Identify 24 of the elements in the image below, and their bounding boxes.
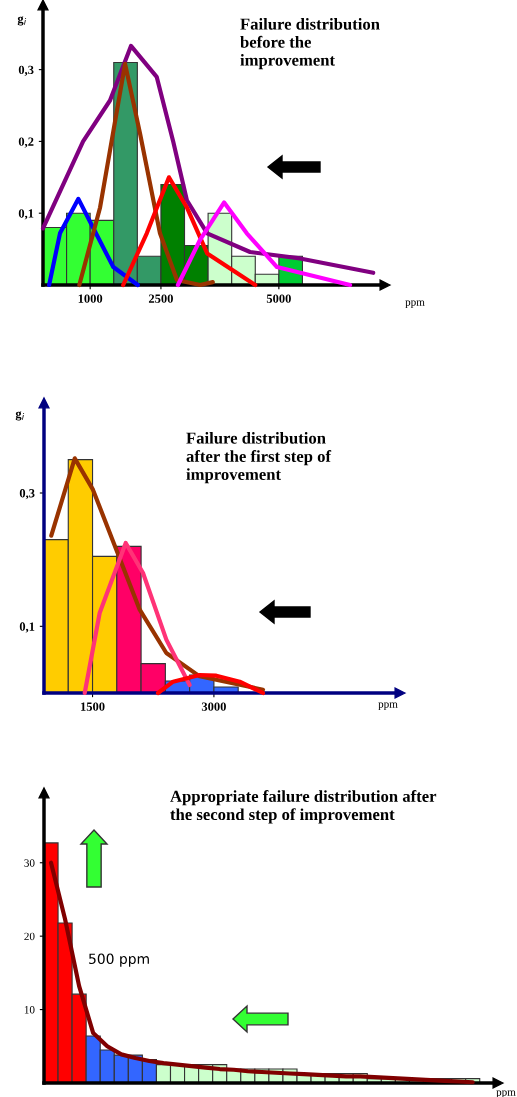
y-axis-title: g$_{i}$ — [17, 16, 27, 26]
x-tick-label: 1000 — [78, 294, 103, 303]
y-tick-label: 0,3 — [19, 489, 35, 500]
y-tick-label: 20 — [24, 932, 35, 941]
annotation: 500 ppm — [89, 953, 149, 967]
line-series — [77, 61, 215, 288]
x-tick-label: 1500 — [81, 702, 105, 711]
x-axis-title: ppm — [405, 300, 425, 309]
text: Failure distribution after the first step of improvement — [186, 432, 332, 484]
y-tick-label: 10 — [24, 1006, 35, 1014]
y-tick-label: 0,3 — [18, 65, 34, 76]
x-tick-label: 2500 — [148, 294, 173, 303]
x-tick-label: 3000 — [201, 702, 226, 711]
y-axis-title: g$_{i}$ — [15, 411, 25, 421]
y-tick-label: 0,2 — [18, 137, 34, 148]
text: Failure distribution before the improvement — [240, 18, 380, 70]
y-tick-label: 30 — [24, 859, 35, 867]
line-series — [48, 860, 475, 1085]
line-series — [175, 200, 353, 288]
x-axis-title: ppm — [378, 702, 398, 711]
y-tick-label: 0,1 — [18, 209, 34, 220]
x-tick-label: 5000 — [266, 294, 291, 303]
y-tick-label: 0,1 — [19, 622, 35, 633]
chart-title: Appropriate failure distribution after the second step of improvement — [170, 790, 437, 824]
